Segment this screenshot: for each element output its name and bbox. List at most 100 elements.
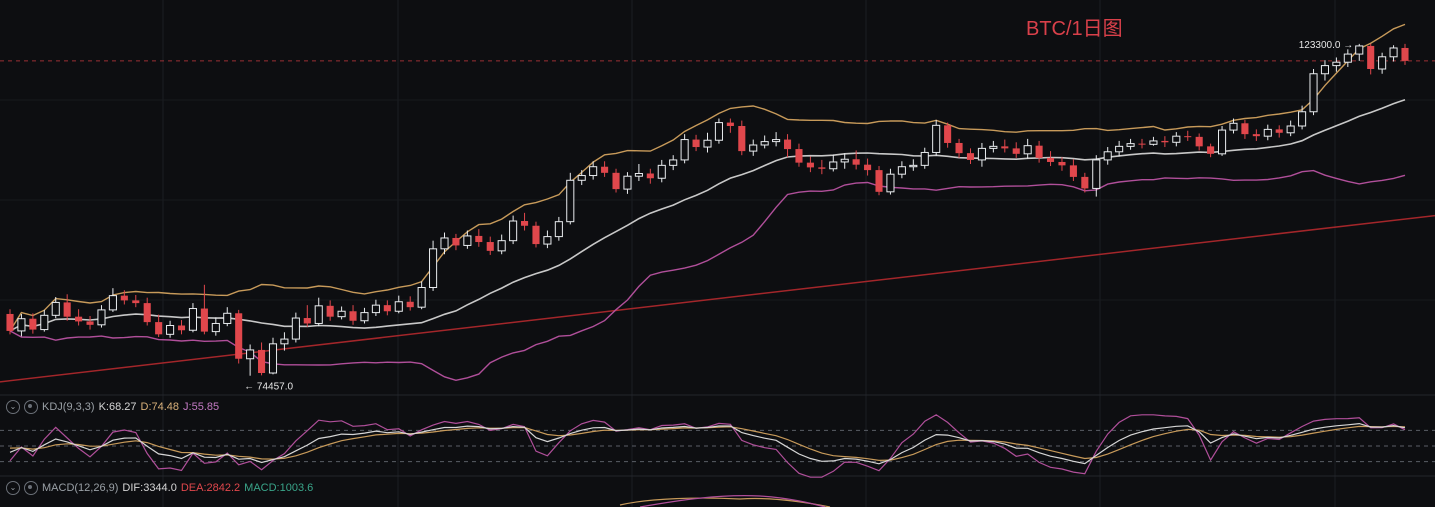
candle-body [108, 295, 117, 311]
candle-body [783, 139, 792, 150]
kdj-k-value: K:68.27 [98, 401, 137, 413]
candle-body [1298, 111, 1307, 127]
candle-body [337, 310, 346, 318]
eye-icon[interactable] [24, 481, 38, 495]
candle-body [680, 139, 689, 161]
chevron-down-icon[interactable]: ⌄ [6, 400, 20, 414]
candle-body [1046, 157, 1055, 162]
candle [864, 158, 872, 176]
candle-body [806, 162, 814, 168]
candle [452, 233, 460, 251]
candle [1103, 147, 1112, 165]
candle [497, 234, 506, 255]
candle [1058, 157, 1066, 171]
candle-body [1401, 47, 1409, 61]
candle-body [886, 173, 895, 193]
candle [623, 172, 632, 194]
candle-body [40, 314, 49, 331]
candle-body [29, 318, 37, 330]
candle [840, 153, 849, 169]
candle-body [1389, 47, 1398, 58]
boll-upper-line [9, 23, 1406, 332]
candle [120, 290, 128, 305]
macd-legend: ⌄ MACD(12,26,9) DIF:3344.0 DEA:2842.2 MA… [6, 481, 313, 495]
chart-title: BTC/1日图 [1026, 18, 1123, 40]
candle-body [932, 124, 941, 153]
candle [1207, 143, 1215, 158]
candle [440, 232, 449, 255]
kdj-d-line [9, 425, 1406, 462]
candle [166, 320, 175, 338]
candle-body [692, 139, 700, 148]
candle [1218, 126, 1227, 156]
candle [577, 170, 586, 186]
bollinger-bands [9, 23, 1406, 382]
candle [303, 305, 311, 327]
candle [429, 240, 438, 291]
candle-body [440, 237, 449, 250]
candle [886, 168, 895, 195]
candle-body [509, 220, 518, 242]
candle [486, 236, 494, 255]
candle-body [497, 240, 506, 252]
candle-body [634, 173, 643, 177]
candle-body [852, 159, 860, 165]
candle-body [554, 221, 563, 238]
candle-body [235, 313, 243, 359]
candle [223, 307, 232, 327]
candle [1092, 155, 1101, 197]
candle-body [1012, 148, 1020, 154]
candle-body [349, 311, 357, 321]
candle [417, 281, 426, 310]
candle-body [989, 145, 998, 149]
candle [6, 309, 14, 335]
candle [1275, 125, 1283, 138]
candle-body [1023, 145, 1032, 155]
candle [1252, 129, 1260, 141]
candle [1378, 52, 1387, 74]
macd-label: MACD(12,26,9) [42, 482, 119, 494]
candle-body [1103, 151, 1112, 161]
boll-lower-line [9, 169, 1406, 382]
candle-body [417, 287, 426, 308]
candle-body [657, 164, 666, 179]
candle-body [1286, 125, 1295, 134]
candle-body [371, 304, 380, 314]
candle-body [463, 235, 472, 246]
candle [955, 138, 963, 158]
candle [944, 122, 952, 148]
candle-body [1081, 176, 1089, 189]
candle-body [955, 142, 963, 154]
candle-body [406, 301, 414, 308]
low-price-label: ← 74457.0 [244, 382, 293, 393]
candle [108, 288, 117, 312]
candle-body [726, 122, 734, 126]
candle [1115, 140, 1124, 157]
candle-body [200, 308, 208, 332]
candle [703, 132, 712, 153]
candle-body [1241, 123, 1249, 135]
candle [657, 159, 666, 183]
candle [646, 168, 654, 184]
candle-body [1184, 136, 1192, 138]
candle-body [1172, 135, 1181, 143]
chevron-down-icon[interactable]: ⌄ [6, 481, 20, 495]
candle [314, 297, 323, 327]
candle-body [177, 325, 186, 331]
candle [75, 309, 83, 326]
candle [1023, 138, 1032, 159]
candle [1241, 119, 1249, 139]
candle-body [1229, 122, 1238, 131]
candle-body [17, 318, 26, 332]
candles[interactable] [6, 43, 1409, 376]
macd-dif-value: DIF:3344.0 [122, 482, 177, 494]
candle-body [246, 349, 255, 360]
candle [1149, 136, 1158, 146]
candle [1172, 132, 1181, 147]
candle [738, 120, 746, 156]
candle-body [51, 301, 60, 316]
candle [966, 148, 975, 164]
eye-icon[interactable] [24, 400, 38, 414]
kdj-legend: ⌄ KDJ(9,3,3) K:68.27 D:74.48 J:55.85 [6, 400, 219, 414]
